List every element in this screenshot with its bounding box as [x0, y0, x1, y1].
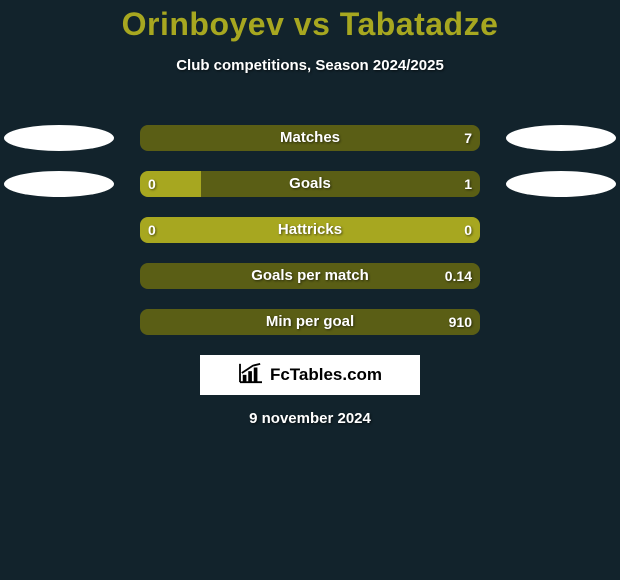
stat-row: 01Goals [0, 164, 620, 210]
stat-bar-right-fill [140, 125, 480, 151]
page-title: Orinboyev vs Tabatadze [0, 0, 620, 43]
player-left-marker [4, 171, 114, 197]
stat-value-right: 0 [464, 217, 472, 243]
stat-row: 910Min per goal [0, 302, 620, 348]
player-right-marker [506, 125, 616, 151]
stat-value-right: 1 [464, 171, 472, 197]
stat-bar-right-fill [140, 309, 480, 335]
stat-bar-right-fill [140, 263, 480, 289]
subtitle: Club competitions, Season 2024/2025 [0, 57, 620, 74]
stat-bar: 0.14Goals per match [140, 263, 480, 289]
stat-row: 7Matches [0, 118, 620, 164]
stat-value-left: 0 [148, 217, 156, 243]
chart-icon [238, 362, 264, 389]
stat-bar: 7Matches [140, 125, 480, 151]
stat-row: 0.14Goals per match [0, 256, 620, 302]
comparison-card: Orinboyev vs Tabatadze Club competitions… [0, 0, 620, 580]
stat-value-right: 910 [449, 309, 472, 335]
stat-value-left: 0 [148, 171, 156, 197]
stat-bar-right-fill [201, 171, 480, 197]
date-label: 9 november 2024 [0, 410, 620, 427]
stat-bar-left-fill [140, 217, 480, 243]
stat-row: 00Hattricks [0, 210, 620, 256]
player-right-marker [506, 171, 616, 197]
stat-bar: 910Min per goal [140, 309, 480, 335]
stat-bar: 00Hattricks [140, 217, 480, 243]
stat-bar: 01Goals [140, 171, 480, 197]
stat-value-right: 0.14 [445, 263, 472, 289]
branding-badge: FcTables.com [200, 355, 420, 395]
player-left-marker [4, 125, 114, 151]
branding-text: FcTables.com [270, 365, 382, 385]
stat-value-right: 7 [464, 125, 472, 151]
stat-rows: 7Matches01Goals00Hattricks0.14Goals per … [0, 118, 620, 348]
